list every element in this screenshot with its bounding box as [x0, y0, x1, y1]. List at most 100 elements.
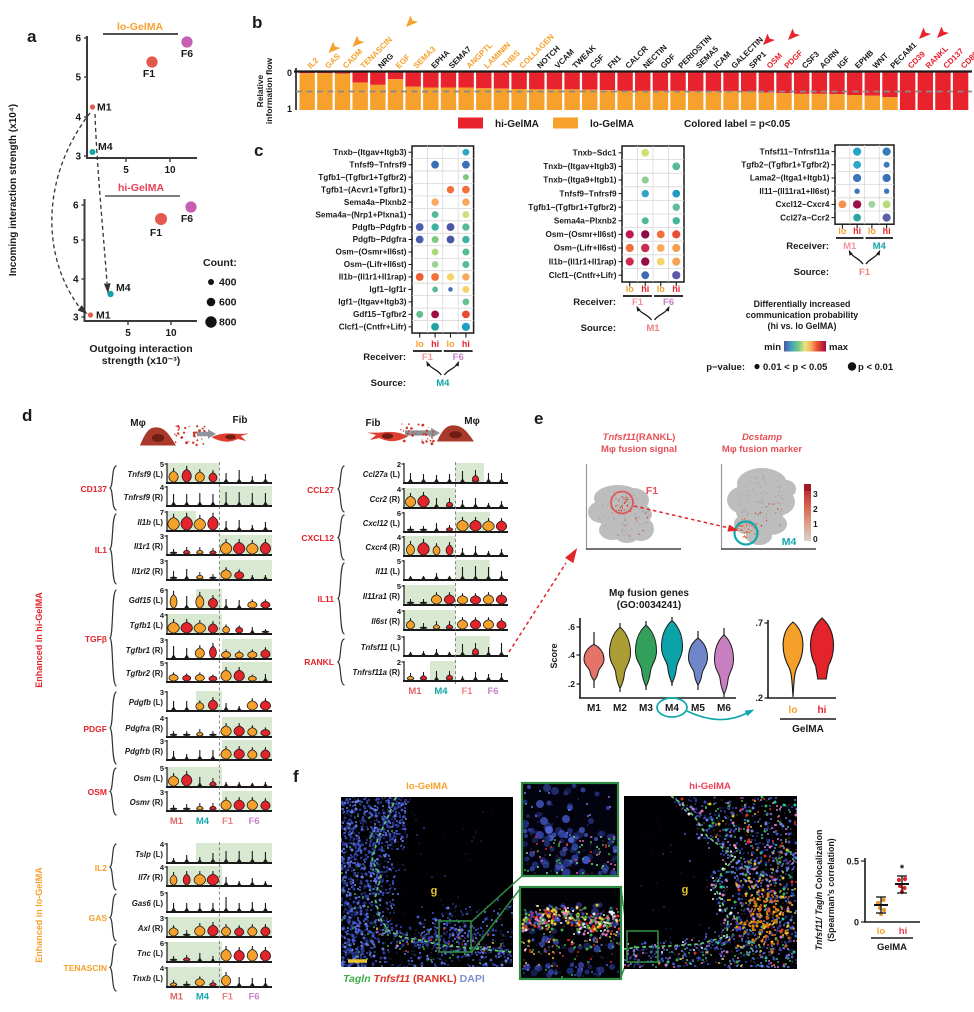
svg-text:M4: M4	[782, 536, 797, 548]
svg-text:e: e	[534, 409, 543, 428]
svg-text:Tnfsf11 (L): Tnfsf11 (L)	[361, 643, 401, 652]
svg-text:4: 4	[73, 275, 79, 286]
svg-text:400: 400	[219, 277, 237, 289]
svg-text:4: 4	[160, 483, 165, 492]
svg-text:M2: M2	[613, 703, 627, 714]
svg-text:3: 3	[813, 489, 818, 499]
svg-text:.2: .2	[755, 693, 763, 703]
svg-text:5: 5	[75, 73, 81, 84]
svg-text:4: 4	[397, 607, 402, 616]
svg-text:M1: M1	[587, 703, 601, 714]
svg-text:max: max	[829, 342, 849, 353]
svg-text:F1: F1	[422, 352, 434, 363]
svg-text:.2: .2	[568, 679, 575, 689]
svg-text:Receiver:: Receiver:	[363, 352, 406, 363]
svg-text:Tnfsf9 (L): Tnfsf9 (L)	[127, 470, 163, 479]
svg-text:IL1: IL1	[95, 545, 108, 555]
svg-text:Tnxb−(Itga9+Itgb1): Tnxb−(Itga9+Itgb1)	[543, 176, 617, 185]
svg-text:F6: F6	[248, 992, 259, 1003]
svg-text:10: 10	[165, 328, 177, 339]
svg-text:10: 10	[164, 165, 176, 176]
svg-text:Tnc (L): Tnc (L)	[137, 949, 163, 958]
svg-text:Receiver:: Receiver:	[786, 241, 829, 252]
svg-text:Pdgfb−Pdgfrb: Pdgfb−Pdgfrb	[352, 223, 406, 232]
svg-text:Il1b−(Il1r1+Il1rap): Il1b−(Il1r1+Il1rap)	[549, 257, 617, 266]
svg-text:F6: F6	[248, 816, 259, 827]
svg-text:Osm (L): Osm (L)	[134, 774, 164, 783]
svg-text:M1: M1	[97, 102, 112, 114]
svg-text:M1: M1	[646, 323, 660, 334]
svg-text:PDGF: PDGF	[83, 724, 107, 734]
svg-text:Tnxb−(Itgav+Itgb3): Tnxb−(Itgav+Itgb3)	[543, 162, 617, 171]
svg-text:OSM: OSM	[88, 787, 107, 797]
svg-text:Osm−(Osmr+Il6st): Osm−(Osmr+Il6st)	[546, 230, 617, 239]
svg-text:Mφ: Mφ	[464, 416, 479, 427]
svg-text:Sema4a−(Nrp1+Plxna1): Sema4a−(Nrp1+Plxna1)	[315, 210, 406, 219]
svg-text:4: 4	[75, 113, 81, 124]
svg-text:Tgfbr1 (R): Tgfbr1 (R)	[126, 646, 164, 655]
svg-text:5: 5	[160, 460, 164, 469]
svg-text:Tgfbr2 (R): Tgfbr2 (R)	[126, 669, 164, 678]
svg-text:3: 3	[160, 532, 164, 541]
svg-text:.4: .4	[568, 650, 575, 660]
svg-text:Gdf15 (L): Gdf15 (L)	[129, 596, 164, 605]
svg-text:hi: hi	[899, 926, 907, 937]
svg-text:6: 6	[75, 34, 81, 45]
svg-text:hi: hi	[462, 339, 470, 349]
svg-text:p < 0.01: p < 0.01	[858, 362, 894, 373]
svg-text:Mφ: Mφ	[130, 418, 145, 429]
svg-text:Osm−(Lifr+Il6st): Osm−(Lifr+Il6st)	[344, 260, 407, 269]
svg-text:7: 7	[160, 508, 164, 517]
svg-text:M4: M4	[116, 282, 131, 294]
svg-text:Tgfb1−(Tgfbr1+Tgfbr2): Tgfb1−(Tgfbr1+Tgfbr2)	[528, 203, 617, 212]
svg-text:F1: F1	[222, 816, 234, 827]
svg-text:lo: lo	[868, 226, 877, 236]
svg-text:M1: M1	[170, 992, 184, 1003]
svg-text:(Spearman’s correlation): (Spearman’s correlation)	[826, 838, 836, 941]
svg-text:3: 3	[160, 557, 164, 566]
svg-text:Tslp (L): Tslp (L)	[135, 850, 163, 859]
svg-text:Axl (R): Axl (R)	[137, 924, 164, 933]
svg-text:Outgoing interaction: Outgoing interaction	[89, 343, 192, 355]
svg-text:lo: lo	[447, 339, 456, 349]
svg-text:hi: hi	[853, 226, 861, 236]
svg-text:F1: F1	[150, 227, 162, 239]
svg-text:F1: F1	[461, 686, 473, 697]
svg-text:Mφ fusion marker: Mφ fusion marker	[722, 444, 802, 455]
svg-text:3: 3	[73, 313, 79, 324]
svg-text:Il1b (L): Il1b (L)	[137, 518, 163, 527]
svg-text:Mφ fusion signal: Mφ fusion signal	[601, 444, 677, 455]
svg-text:(GO:0034241): (GO:0034241)	[617, 600, 681, 611]
svg-text:CD137: CD137	[81, 484, 108, 494]
svg-text:0: 0	[287, 68, 292, 78]
svg-text:lo-GelMA: lo-GelMA	[117, 21, 163, 33]
svg-text:CXCL12: CXCL12	[301, 533, 334, 543]
svg-text:3: 3	[160, 788, 164, 797]
svg-text:hi-GelMA: hi-GelMA	[118, 182, 164, 194]
svg-text:M4: M4	[873, 241, 887, 252]
svg-text:M1: M1	[96, 310, 111, 322]
svg-text:c: c	[254, 141, 263, 160]
svg-text:IL2: IL2	[95, 863, 108, 873]
svg-text:Score: Score	[549, 643, 559, 668]
svg-text:0.01 < p < 0.05: 0.01 < p < 0.05	[763, 362, 828, 373]
svg-text:Tnxb−Sdc1: Tnxb−Sdc1	[573, 149, 617, 158]
svg-text:Tnfsf11(RANKL): Tnfsf11(RANKL)	[603, 432, 676, 443]
svg-text:M4: M4	[196, 816, 210, 827]
svg-text:TENASCIN: TENASCIN	[64, 963, 107, 973]
svg-text:4: 4	[397, 533, 402, 542]
svg-text:Source:: Source:	[581, 323, 616, 334]
svg-text:5: 5	[160, 889, 164, 898]
svg-text:6: 6	[160, 939, 164, 948]
svg-text:hi: hi	[431, 339, 439, 349]
svg-text:Count:: Count:	[203, 257, 237, 269]
svg-text:F6: F6	[181, 213, 193, 225]
svg-text:lo: lo	[416, 339, 425, 349]
svg-text:Receiver:: Receiver:	[573, 297, 616, 308]
svg-text:1: 1	[813, 519, 818, 529]
svg-text:GAS: GAS	[89, 913, 108, 923]
svg-text:3: 3	[75, 152, 81, 163]
svg-text:Tgfb1 (L): Tgfb1 (L)	[130, 621, 164, 630]
svg-text:M5: M5	[691, 703, 705, 714]
svg-text:F6: F6	[487, 686, 498, 697]
